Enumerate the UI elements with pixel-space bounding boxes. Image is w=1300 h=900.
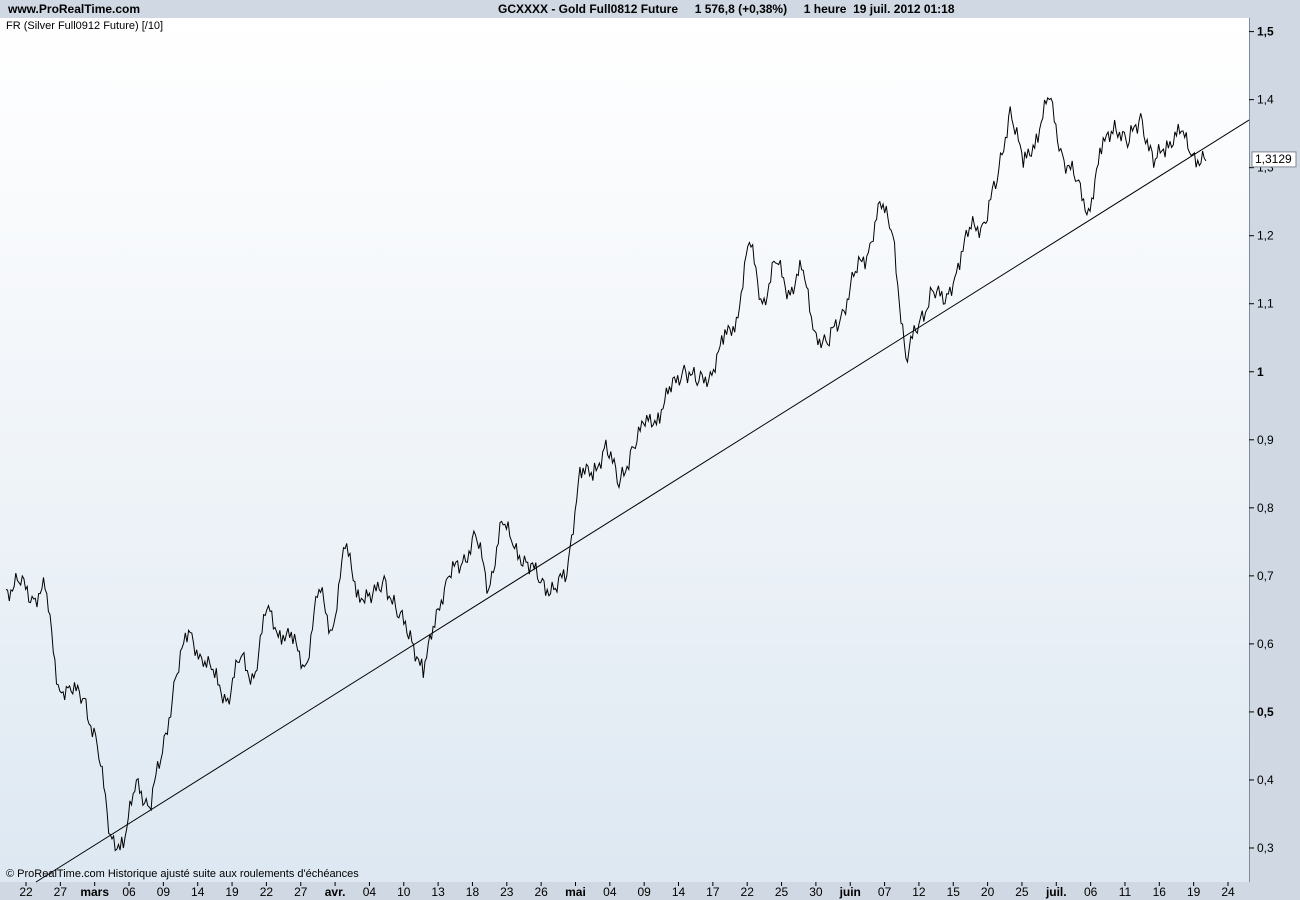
x-tick-label: 23 [500,885,514,899]
x-tick-label: 22 [19,885,33,899]
x-tick-label: 13 [431,885,445,899]
y-tick-label: 0,7 [1257,569,1274,583]
x-tick-label: 30 [809,885,823,899]
x-tick-label: 18 [466,885,480,899]
trendline [35,119,1250,883]
x-tick-label: mai [565,885,586,899]
x-tick-label: juil. [1045,885,1067,899]
y-tick-label: 0,3 [1257,841,1274,855]
y-tick-label: 1,2 [1257,229,1274,243]
x-tick-label: 25 [775,885,789,899]
x-tick-label: 22 [741,885,755,899]
x-tick-label: avr. [325,885,346,899]
x-tick-label: 20 [981,885,995,899]
x-axis [0,882,1300,900]
x-tick-label: juin [839,885,861,899]
series-line [5,96,1207,852]
y-tick-label: 0,6 [1257,637,1274,651]
x-tick-label: 16 [1153,885,1167,899]
x-tick-label: 06 [122,885,136,899]
chart-title: GCXXXX - Gold Full0812 Future 1 576,8 (+… [498,2,955,16]
y-tick-label: 1 [1257,365,1264,379]
header-bar: www.ProRealTime.com GCXXXX - Gold Full08… [0,0,1300,18]
x-tick-label: 27 [294,885,308,899]
x-tick-label: 24 [1221,885,1235,899]
x-tick-label: 15 [947,885,961,899]
x-tick-label: 19 [1187,885,1201,899]
y-tick-label: 1,4 [1257,93,1274,107]
last-value-box [1251,151,1297,168]
x-tick-label: 14 [191,885,205,899]
x-tick-label: 22 [260,885,274,899]
copyright-notice: © ProRealTime.com Historique ajusté suit… [6,868,359,880]
x-tick-label: 04 [603,885,617,899]
x-tick-label: 14 [672,885,686,899]
y-axis-ticks: 1,51,41,31,21,110,90,80,70,60,50,40,3 [1249,25,1274,855]
overlay-series-label: FR (Silver Full0912 Future) [/10] [6,20,164,32]
x-tick-label: 04 [363,885,377,899]
y-tick-label: 0,4 [1257,773,1274,787]
x-tick-label: 07 [878,885,892,899]
y-tick-label: 0,9 [1257,433,1274,447]
x-tick-label: mars [80,885,109,899]
site-name[interactable]: www.ProRealTime.com [8,2,141,16]
y-tick-label: 0,8 [1257,501,1274,515]
x-tick-label: 19 [225,885,239,899]
x-tick-label: 09 [637,885,651,899]
x-tick-label: 27 [54,885,68,899]
x-tick-label: 25 [1015,885,1029,899]
plot-area[interactable] [0,18,1250,882]
x-tick-label: 17 [706,885,720,899]
x-tick-label: 11 [1119,885,1132,899]
y-tick-label: 0,5 [1257,705,1274,719]
x-tick-label: 06 [1084,885,1098,899]
y-tick-label: 1,5 [1257,25,1274,39]
x-axis-ticks: 22 27 mars 06 09 14 19 22 27 avr. 04 10 13 18 23 26 mai 0… [19,882,1235,899]
last-value-marker: 1,3129 [1251,151,1297,168]
x-tick-label: 10 [397,885,411,899]
y-tick-label: 1,1 [1257,297,1274,311]
x-tick-label: 12 [912,885,926,899]
last-value-label: 1,3129 [1255,152,1292,166]
x-tick-label: 26 [534,885,548,899]
x-tick-label: 09 [157,885,171,899]
